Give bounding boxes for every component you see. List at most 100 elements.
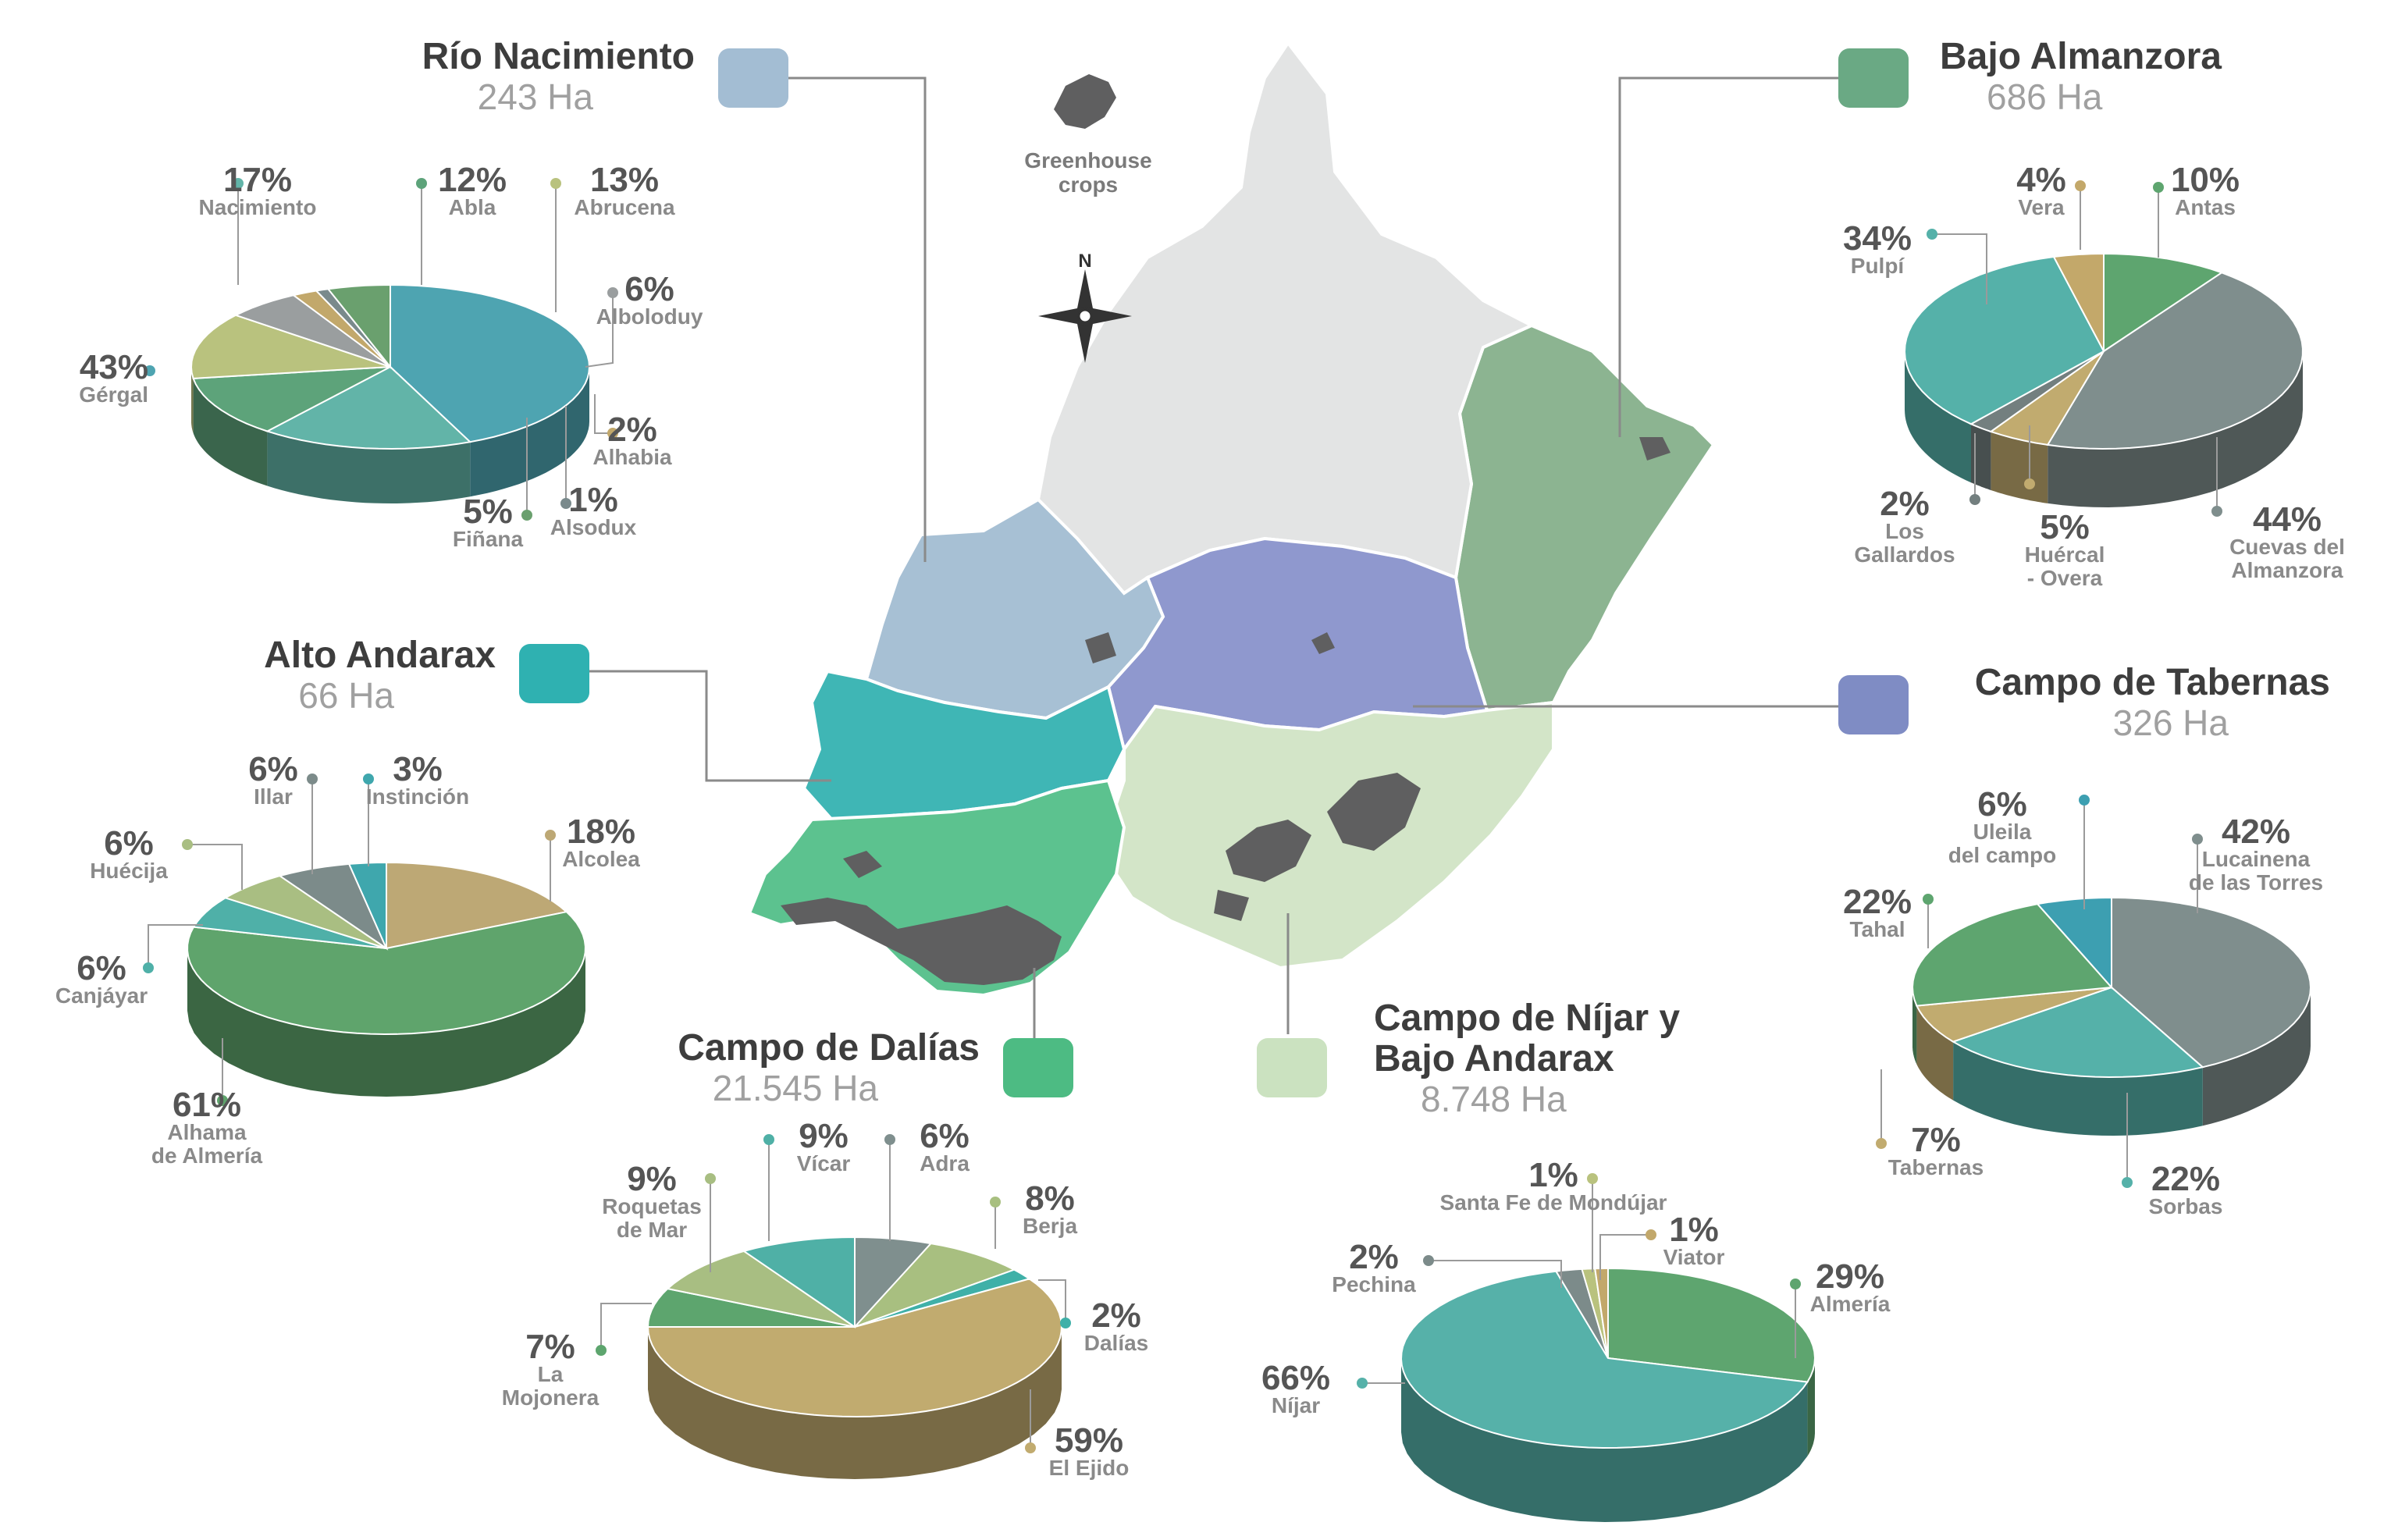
slice-name: Huércal xyxy=(2025,542,2105,567)
slice-name: de Mar xyxy=(617,1218,687,1242)
leader-dot xyxy=(1927,229,1937,240)
region-name: Campo de Níjar y xyxy=(1374,998,1680,1039)
leader-dot xyxy=(1969,494,1980,505)
slice-name: Huécija xyxy=(90,859,168,883)
slice-name: Illar xyxy=(254,784,293,809)
slice-percent: 5% xyxy=(463,493,513,531)
slice-percent: 44% xyxy=(2253,500,2322,539)
leader-dot xyxy=(1587,1173,1598,1184)
pie-chart xyxy=(1400,1267,1816,1522)
slice-label: 18%Alcolea xyxy=(545,813,640,902)
leader-line xyxy=(600,1303,652,1350)
pie-slice-pulp- xyxy=(1903,255,2105,425)
leader-dot xyxy=(560,498,571,509)
slice-percent: 1% xyxy=(568,481,618,519)
slice-percent: 34% xyxy=(1843,219,1912,258)
leader-dot xyxy=(990,1197,1001,1207)
slice-label: 13%Abrucena xyxy=(550,161,675,312)
pie-chart xyxy=(187,861,586,1097)
slice-label: 10%Antas xyxy=(2153,161,2240,258)
leader-dot xyxy=(550,178,561,189)
slice-name: Abla xyxy=(449,195,496,219)
leader-dot xyxy=(363,774,374,784)
pie-slice-illar xyxy=(277,862,389,951)
pie-slice-n-jar xyxy=(1400,1270,1809,1449)
leader-dot xyxy=(1423,1255,1434,1266)
slice-percent: 17% xyxy=(223,161,292,199)
region-swatch xyxy=(1257,1038,1327,1097)
pie-slice-la-mojonera xyxy=(646,1287,856,1328)
slice-name: Gérgal xyxy=(79,382,148,407)
pie-slice-tabernas xyxy=(1915,987,2112,1043)
slice-label: 4%Vera xyxy=(2016,161,2086,250)
greenhouse-swatch-icon xyxy=(1054,74,1116,129)
pie-slice-g-rgal xyxy=(390,283,591,443)
region-area: 326 Ha xyxy=(2113,702,2229,743)
leader-dot xyxy=(2192,834,2203,845)
slice-label: 22%Sorbas xyxy=(2122,1093,2222,1218)
slice-label: 6%Huécija xyxy=(90,824,243,890)
slice-percent: 43% xyxy=(80,348,148,386)
slice-percent: 29% xyxy=(1816,1257,1884,1296)
slice-name: - Overa xyxy=(2027,566,2103,590)
pie-slice-almer-a xyxy=(1607,1267,1816,1383)
leader-dot xyxy=(2079,795,2090,806)
slice-name: Cuevas del xyxy=(2229,535,2345,559)
pie-side-nacimiento xyxy=(267,431,471,503)
pie-slice-alboloduy xyxy=(233,294,391,368)
leader-line xyxy=(187,844,243,890)
slice-name: Canjáyar xyxy=(55,983,148,1008)
pie-side-n-jar xyxy=(1401,1358,1808,1522)
slice-label: 29%Almería xyxy=(1790,1257,1891,1358)
slice-name: Tabernas xyxy=(1888,1155,1984,1179)
slice-label: 5%Fiñana xyxy=(453,418,532,551)
leader-line xyxy=(585,293,614,368)
region-area: 66 Ha xyxy=(298,675,394,716)
leader-line xyxy=(594,394,613,434)
region-name: Bajo Almanzora xyxy=(1940,36,2222,77)
pie-side-alhama-de-almer-a xyxy=(187,948,585,1097)
slice-percent: 2% xyxy=(1880,485,1930,523)
leader-dot xyxy=(1025,1442,1036,1453)
slice-name: Gallardos xyxy=(1854,542,1955,567)
slice-percent: 6% xyxy=(1977,785,2027,823)
pie-slice-v-car xyxy=(742,1236,856,1328)
slice-name: Alcolea xyxy=(562,847,640,871)
slice-name: Sorbas xyxy=(2149,1194,2223,1218)
pie-slice-uleila-del-campo xyxy=(2036,896,2112,990)
slice-name: El Ejido xyxy=(1049,1456,1130,1480)
pie-side-sorbas xyxy=(1953,1041,2203,1136)
slice-name: Mojonera xyxy=(502,1385,600,1410)
slice-name: Pulpí xyxy=(1851,254,1905,278)
pie-slice-roquetas-de-mar xyxy=(665,1250,856,1328)
leader-dot xyxy=(416,178,427,189)
leader-dot xyxy=(884,1134,895,1145)
slice-label: 2%Pechina xyxy=(1332,1238,1562,1296)
pie-slice-antas xyxy=(2103,252,2224,353)
pie-slice-alcolea xyxy=(386,861,568,950)
pie-slice-hu-cija xyxy=(223,875,387,949)
compass-north-label: N xyxy=(1078,251,1091,272)
slice-label: 6%Adra xyxy=(884,1117,970,1241)
compass-rose-icon: N xyxy=(1038,251,1132,363)
slice-label: 1%Viator xyxy=(1599,1211,1725,1280)
pie-slice-berja xyxy=(854,1243,1016,1328)
slice-percent: 2% xyxy=(1349,1238,1399,1276)
slice-label: 59%El Ejido xyxy=(1025,1389,1129,1480)
slice-name: Antas xyxy=(2175,195,2236,219)
pie-slice-vera xyxy=(2052,252,2105,352)
slice-name: Instinción xyxy=(366,784,469,809)
slice-percent: 66% xyxy=(1261,1359,1330,1397)
region-name: Campo de Tabernas xyxy=(1975,662,2330,703)
slice-percent: 59% xyxy=(1055,1421,1123,1460)
leader-dot xyxy=(2075,180,2086,191)
slice-name: Alhama xyxy=(167,1120,247,1144)
pie-side-lucainena-de-las-torres xyxy=(2202,987,2311,1126)
slice-percent: 22% xyxy=(1843,883,1912,921)
